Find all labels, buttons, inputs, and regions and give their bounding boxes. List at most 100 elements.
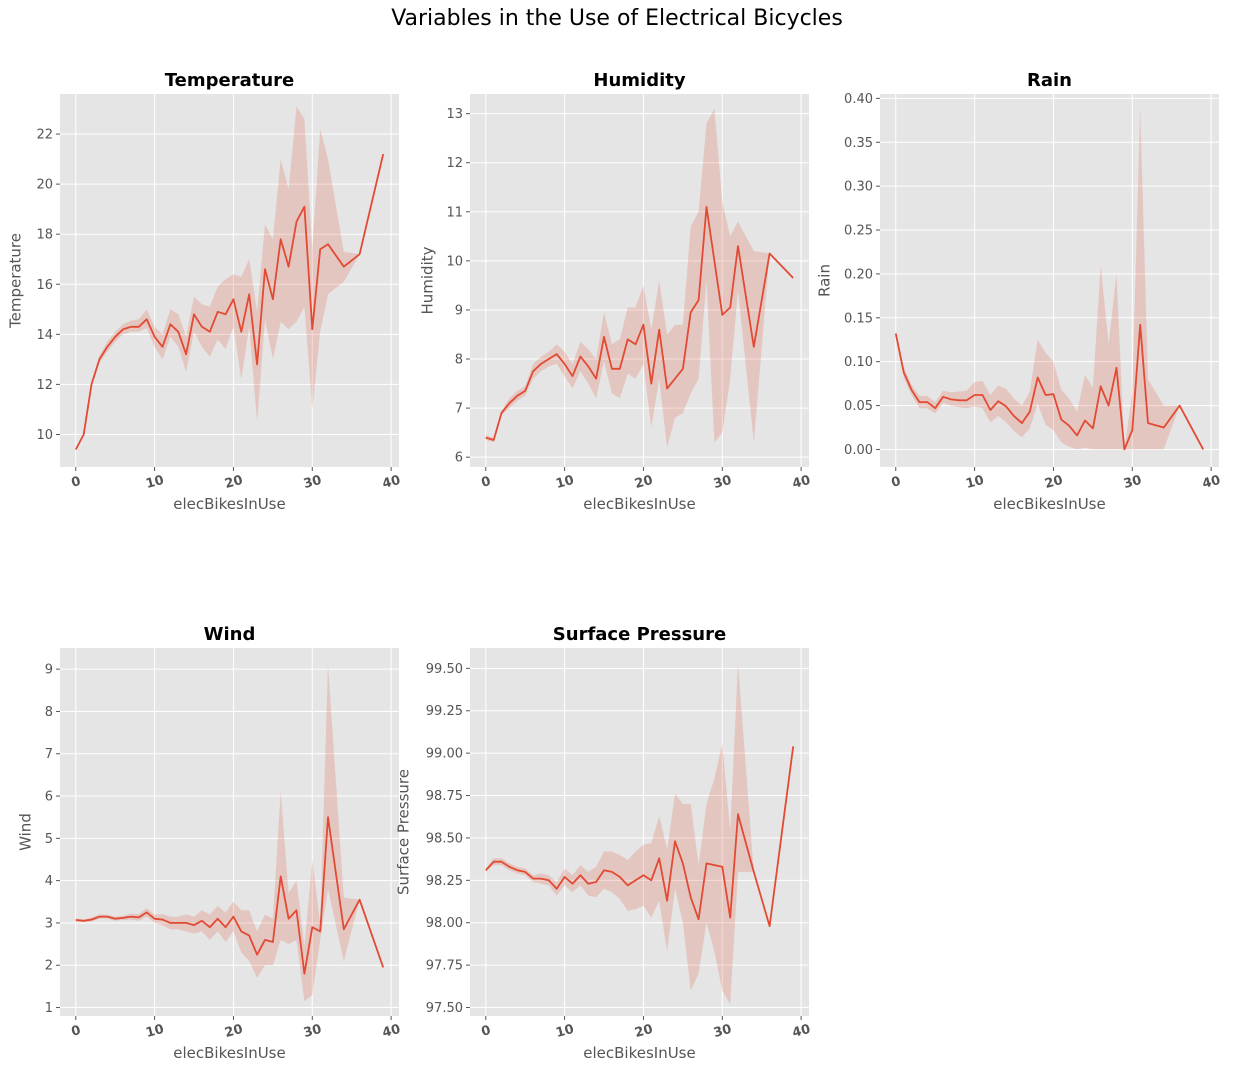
rain-x-axis-label: elecBikesInUse <box>993 495 1105 513</box>
wind-x-tick-label: 10 <box>144 1022 165 1041</box>
wind-y-tick-label: 6 <box>45 790 53 805</box>
humidity-x-tick-label: 0 <box>480 474 493 491</box>
humidity-y-tick-label: 6 <box>455 451 463 466</box>
rain-y-tick-label: 0.05 <box>844 399 873 414</box>
humidity-y-tick-label: 13 <box>446 107 463 122</box>
subplot-wind: 1 2 3 4 5 6 7 8 9 0 10 20 30 40 Wind elecBikesInUse Wind <box>17 624 403 1062</box>
wind-x-tick-label: 20 <box>223 1022 244 1041</box>
humidity-x-tick-label: 30 <box>712 473 733 492</box>
wind-y-tick-label: 7 <box>45 747 53 762</box>
surface-pressure-y-tick-label: 98.00 <box>426 916 463 931</box>
humidity-mean-line <box>485 205 794 441</box>
subplot-humidity: 6 7 8 9 10 11 12 13 0 10 20 30 40 Humidity elecBikesIn… <box>419 70 813 513</box>
temperature-x-tick-label: 30 <box>302 473 323 492</box>
rain-y-tick-label: 0.40 <box>844 92 873 107</box>
humidity-x-tick-label: 20 <box>633 473 654 492</box>
surface-pressure-y-tick-label: 97.50 <box>426 1001 463 1016</box>
temperature-y-tick-label: 12 <box>36 378 53 393</box>
temperature-x-axis-label: elecBikesInUse <box>173 495 285 513</box>
humidity-y-tick-label: 11 <box>446 205 463 220</box>
temperature-x-tick-label: 10 <box>144 473 165 492</box>
wind-mean-line <box>75 816 385 975</box>
rain-y-tick-label: 0.10 <box>844 355 873 370</box>
humidity-y-tick-label: 8 <box>455 353 463 368</box>
surface-pressure-y-tick-label: 98.25 <box>426 874 463 889</box>
rain-y-tick-label: 0.25 <box>844 224 873 239</box>
surface-pressure-mean-line <box>485 746 795 927</box>
wind-x-axis-label: elecBikesInUse <box>173 1044 285 1062</box>
humidity-y-tick-label: 9 <box>455 303 463 318</box>
wind-y-tick-label: 5 <box>45 832 53 847</box>
temperature-x-tick-label: 0 <box>70 474 83 491</box>
wind-y-tick-label: 3 <box>45 916 53 931</box>
surface-pressure-plot-area <box>470 648 809 1016</box>
temperature-y-tick-label: 18 <box>36 228 53 243</box>
rain-mean-line <box>894 323 1204 451</box>
rain-y-tick-label: 0.00 <box>844 443 873 458</box>
temperature-mean-line <box>75 153 385 450</box>
humidity-x-axis-label: elecBikesInUse <box>583 495 695 513</box>
wind-y-axis-label: Wind <box>17 813 35 851</box>
wind-x-tick-label: 40 <box>381 1022 402 1041</box>
surface-pressure-confidence-band <box>485 663 794 1005</box>
rain-title: Rain <box>1027 70 1072 91</box>
wind-title: Wind <box>204 624 256 645</box>
rain-x-tick-label: 30 <box>1122 473 1143 492</box>
surface-pressure-y-tick-label: 98.75 <box>426 789 463 804</box>
humidity-title: Humidity <box>593 70 685 91</box>
temperature-y-tick-label: 20 <box>36 178 53 193</box>
rain-y-tick-label: 0.20 <box>844 267 873 282</box>
surface-pressure-y-tick-label: 99.00 <box>426 747 463 762</box>
temperature-y-tick-label: 10 <box>36 428 53 443</box>
wind-y-tick-label: 8 <box>45 705 53 720</box>
temperature-y-tick-label: 14 <box>36 328 53 343</box>
humidity-y-axis-label: Humidity <box>419 246 437 314</box>
surface-pressure-y-axis-label: Surface Pressure <box>395 769 413 895</box>
rain-x-tick-label: 40 <box>1201 473 1222 492</box>
temperature-y-axis-label: Temperature <box>7 233 25 329</box>
humidity-plot-area <box>470 94 809 467</box>
humidity-y-tick-label: 10 <box>446 254 463 269</box>
humidity-x-tick-label: 40 <box>791 473 812 492</box>
surface-pressure-x-tick-label: 40 <box>791 1022 812 1041</box>
wind-y-tick-label: 1 <box>45 1001 53 1016</box>
rain-x-tick-label: 10 <box>964 473 985 492</box>
wind-plot-area <box>60 648 399 1016</box>
subplot-temperature: 10 12 14 16 18 20 22 0 10 20 30 40 Temperature elecBi… <box>7 70 403 513</box>
rain-x-tick-label: 0 <box>890 474 903 491</box>
surface-pressure-y-tick-label: 97.75 <box>426 959 463 974</box>
humidity-x-tick-label: 10 <box>554 473 575 492</box>
surface-pressure-x-tick-label: 20 <box>633 1022 654 1041</box>
wind-y-tick-label: 2 <box>45 959 53 974</box>
temperature-y-tick-label: 16 <box>36 278 53 293</box>
rain-y-tick-label: 0.15 <box>844 311 873 326</box>
surface-pressure-x-tick-label: 0 <box>480 1023 493 1040</box>
wind-y-tick-label: 4 <box>45 874 53 889</box>
rain-y-axis-label: Rain <box>816 264 834 297</box>
surface-pressure-x-tick-label: 30 <box>712 1022 733 1041</box>
surface-pressure-x-tick-label: 10 <box>554 1022 575 1041</box>
temperature-plot-area <box>60 94 399 467</box>
wind-y-tick-label: 9 <box>45 663 53 678</box>
surface-pressure-x-axis-label: elecBikesInUse <box>583 1044 695 1062</box>
humidity-y-tick-label: 12 <box>446 156 463 171</box>
subplot-surface-pressure: 97.50 97.75 98.00 98.25 98.50 98.75 99.00 99.25… <box>395 624 813 1062</box>
rain-y-tick-label: 0.30 <box>844 180 873 195</box>
surface-pressure-y-tick-label: 99.50 <box>426 662 463 677</box>
subplot-rain: 0.00 0.05 0.10 0.15 0.20 0.25 0.30 0.35 0.40 0 10 2… <box>816 70 1223 513</box>
humidity-y-tick-label: 7 <box>455 402 463 417</box>
figure-title: Variables in the Use of Electrical Bicyc… <box>391 6 843 31</box>
temperature-x-tick-label: 20 <box>223 473 244 492</box>
surface-pressure-y-tick-label: 99.25 <box>426 704 463 719</box>
rain-y-tick-label: 0.35 <box>844 136 873 151</box>
temperature-y-tick-label: 22 <box>36 128 53 143</box>
surface-pressure-title: Surface Pressure <box>553 624 726 645</box>
surface-pressure-y-tick-label: 98.50 <box>426 831 463 846</box>
temperature-title: Temperature <box>165 70 294 91</box>
rain-x-tick-label: 20 <box>1043 473 1064 492</box>
temperature-confidence-band <box>75 106 384 451</box>
wind-x-tick-label: 30 <box>302 1022 323 1041</box>
wind-x-tick-label: 0 <box>70 1023 83 1040</box>
temperature-x-tick-label: 40 <box>381 473 402 492</box>
